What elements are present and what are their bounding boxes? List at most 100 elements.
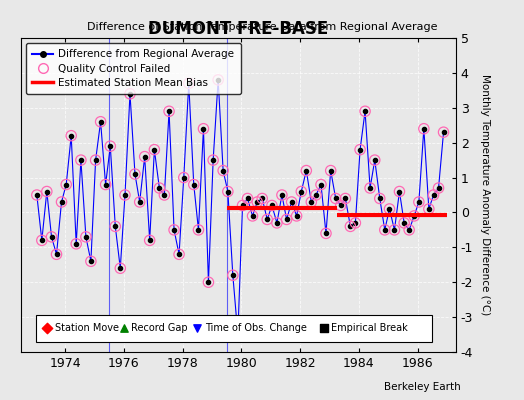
Point <box>253 199 261 205</box>
Text: Empirical Break: Empirical Break <box>331 324 408 334</box>
Point <box>390 227 399 233</box>
Text: Difference of Station Temperature Data from Regional Average: Difference of Station Temperature Data f… <box>87 22 437 32</box>
Point <box>224 188 232 195</box>
Point <box>119 325 128 332</box>
Point <box>52 251 61 258</box>
Point <box>248 213 257 219</box>
Point <box>336 202 345 209</box>
Point <box>268 202 276 209</box>
Point <box>429 192 438 198</box>
Point <box>312 192 320 198</box>
Point <box>317 181 325 188</box>
FancyBboxPatch shape <box>36 315 432 342</box>
Point <box>116 265 125 272</box>
Text: Station Move: Station Move <box>54 324 119 334</box>
Point <box>131 171 139 177</box>
Point <box>106 143 114 149</box>
Point <box>332 195 340 202</box>
Point <box>126 91 134 97</box>
Point <box>204 279 213 286</box>
Point <box>62 181 70 188</box>
Point <box>258 195 266 202</box>
Point <box>184 80 193 86</box>
Point <box>288 199 296 205</box>
Point <box>121 192 129 198</box>
Point <box>320 325 328 332</box>
Point <box>346 223 355 230</box>
Legend: Difference from Regional Average, Quality Control Failed, Estimated Station Mean: Difference from Regional Average, Qualit… <box>26 43 241 94</box>
Point <box>238 202 247 209</box>
Point <box>400 220 408 226</box>
Point <box>370 157 379 163</box>
Point <box>102 181 110 188</box>
Point <box>175 251 183 258</box>
Point <box>42 188 51 195</box>
Point <box>380 227 389 233</box>
Point <box>165 108 173 114</box>
Point <box>341 195 350 202</box>
Point <box>263 216 271 223</box>
Point <box>282 216 291 223</box>
Point <box>47 234 56 240</box>
Point <box>439 129 447 136</box>
Point <box>278 192 286 198</box>
Point <box>82 234 90 240</box>
Point <box>405 227 413 233</box>
Point <box>146 237 154 244</box>
Point <box>219 167 227 174</box>
Point <box>77 157 85 163</box>
Point <box>194 227 203 233</box>
Y-axis label: Monthly Temperature Anomaly Difference (°C): Monthly Temperature Anomaly Difference (… <box>480 74 490 316</box>
Point <box>307 199 315 205</box>
Point <box>199 126 208 132</box>
Point <box>234 331 242 338</box>
Point <box>155 185 163 191</box>
Point <box>351 220 359 226</box>
Point <box>72 241 80 247</box>
Point <box>111 223 119 230</box>
Point <box>420 126 428 132</box>
Point <box>414 199 423 205</box>
Point <box>150 146 159 153</box>
Point <box>193 325 201 332</box>
Point <box>292 213 301 219</box>
Point <box>361 108 369 114</box>
Point <box>326 167 335 174</box>
Point <box>356 146 364 153</box>
Point <box>43 325 51 332</box>
Text: Time of Obs. Change: Time of Obs. Change <box>205 324 307 334</box>
Point <box>345 321 353 327</box>
Point <box>410 213 418 219</box>
Point <box>96 118 105 125</box>
Point <box>297 188 305 195</box>
Point <box>170 227 178 233</box>
Point <box>434 185 443 191</box>
Point <box>214 77 222 83</box>
Point <box>38 237 46 244</box>
Point <box>385 206 394 212</box>
Point <box>180 174 188 181</box>
Point <box>322 230 330 236</box>
Point <box>160 192 169 198</box>
Point <box>140 154 149 160</box>
Title: DUMONT FRE-BASE: DUMONT FRE-BASE <box>148 20 329 38</box>
Point <box>136 199 144 205</box>
Point <box>366 185 374 191</box>
Point <box>67 132 75 139</box>
Point <box>272 220 281 226</box>
Point <box>105 321 113 327</box>
Point <box>223 321 231 327</box>
Point <box>395 188 403 195</box>
Point <box>302 167 311 174</box>
Point <box>86 258 95 264</box>
Point <box>376 195 384 202</box>
Point <box>32 192 41 198</box>
Point <box>57 199 66 205</box>
Point <box>228 272 237 278</box>
Point <box>198 321 206 327</box>
Text: Berkeley Earth: Berkeley Earth <box>385 382 461 392</box>
Text: Record Gap: Record Gap <box>131 324 188 334</box>
Point <box>243 195 252 202</box>
Point <box>91 157 100 163</box>
Point <box>424 206 433 212</box>
